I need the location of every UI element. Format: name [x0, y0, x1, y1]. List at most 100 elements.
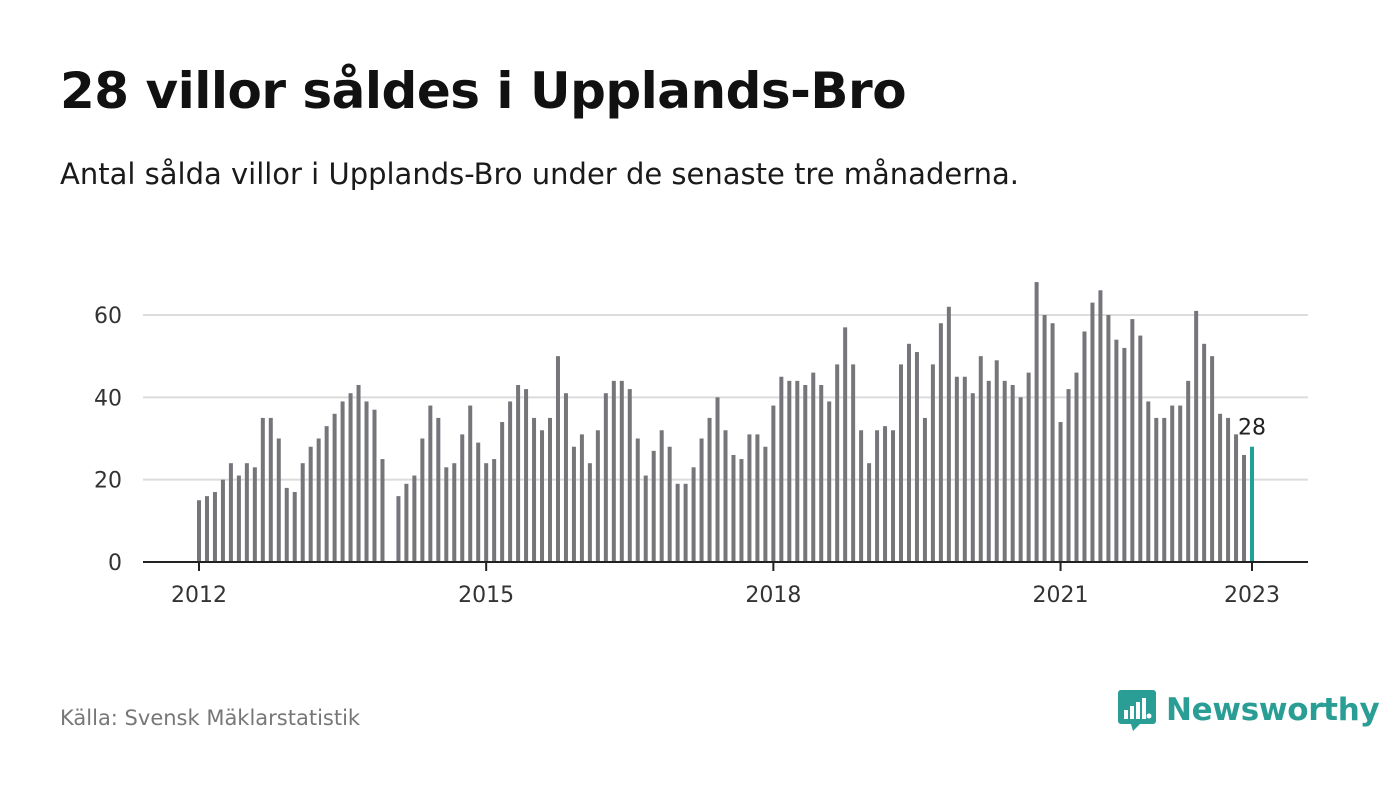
bar — [252, 467, 257, 562]
y-tick-label: 0 — [108, 551, 122, 576]
y-axis-ticks: 0 20 40 60 — [94, 304, 122, 576]
bars — [197, 282, 1254, 562]
bar — [524, 389, 529, 562]
bar — [404, 483, 409, 562]
bar — [212, 492, 217, 562]
chart-title: 28 villor såldes i Upplands-Bro — [60, 62, 907, 120]
bar — [268, 417, 273, 562]
bar — [739, 459, 744, 562]
bar — [906, 343, 911, 562]
bar — [946, 306, 951, 562]
bar — [994, 360, 999, 562]
bar — [579, 434, 584, 562]
bar — [859, 430, 864, 562]
bar — [484, 463, 489, 562]
bar — [1082, 331, 1087, 562]
bar — [1130, 319, 1135, 562]
y-tick-label: 60 — [94, 304, 122, 329]
bar — [1066, 389, 1071, 562]
bar — [914, 352, 919, 562]
data-labels: 28 — [1238, 416, 1266, 441]
bar — [1058, 422, 1063, 562]
bar — [1226, 417, 1231, 562]
bar — [300, 463, 305, 562]
bar — [811, 372, 816, 562]
bar — [1002, 380, 1007, 562]
bar — [1210, 356, 1215, 562]
bar — [308, 446, 313, 562]
bar — [1042, 315, 1047, 562]
bar — [540, 430, 545, 562]
bar — [1202, 343, 1207, 562]
bar — [683, 483, 688, 562]
bar — [364, 401, 369, 562]
bar — [460, 434, 465, 562]
bar — [922, 417, 927, 562]
bar — [899, 364, 903, 562]
bar — [571, 446, 576, 562]
bar — [1162, 417, 1167, 562]
bar — [611, 380, 616, 562]
bar — [1026, 372, 1031, 562]
bar — [835, 364, 840, 562]
bar — [643, 475, 648, 562]
bar — [563, 393, 568, 562]
bar — [675, 483, 680, 562]
bar — [316, 438, 321, 562]
bar — [731, 454, 736, 562]
bar — [500, 422, 505, 562]
bar — [707, 417, 712, 562]
bar — [348, 393, 353, 562]
bar — [356, 384, 361, 562]
bar — [236, 475, 241, 562]
bar — [795, 380, 800, 562]
bar — [978, 356, 983, 562]
bar — [396, 496, 401, 562]
bar — [1114, 339, 1119, 562]
bar — [771, 405, 776, 562]
chart-subtitle: Antal sålda villor i Upplands-Bro under … — [60, 157, 1019, 191]
bar — [197, 500, 201, 562]
x-tick-label: 2015 — [458, 583, 514, 608]
bar — [699, 438, 704, 562]
bar — [1178, 405, 1183, 562]
bar — [595, 430, 600, 562]
bar — [1122, 347, 1127, 562]
bar — [1154, 417, 1159, 562]
bar — [619, 380, 624, 562]
bar — [1098, 290, 1103, 562]
bar — [587, 463, 592, 562]
bar — [779, 376, 784, 562]
bar — [340, 401, 345, 562]
bar — [452, 463, 457, 562]
bar — [1218, 413, 1223, 562]
bar — [1050, 323, 1055, 562]
bar — [635, 438, 640, 562]
bar — [516, 384, 521, 562]
bar — [1146, 401, 1151, 562]
y-tick-label: 40 — [94, 386, 122, 411]
bar — [827, 401, 832, 562]
bar — [1034, 282, 1039, 562]
bar — [476, 442, 481, 562]
bar — [1010, 384, 1015, 562]
x-tick-label: 2023 — [1224, 583, 1280, 608]
bar — [412, 475, 417, 562]
bar — [843, 327, 848, 562]
y-tick-label: 20 — [94, 469, 122, 494]
bar — [883, 426, 888, 562]
bar — [220, 479, 225, 562]
bar — [276, 438, 281, 562]
bar — [1194, 310, 1199, 562]
bar — [627, 389, 632, 562]
bar — [420, 438, 425, 562]
bar — [851, 364, 856, 562]
bar — [292, 492, 297, 562]
source-note: Källa: Svensk Mäklarstatistik — [60, 706, 361, 730]
bar — [1242, 454, 1247, 562]
bar — [380, 459, 385, 562]
bar — [891, 430, 896, 562]
bar — [986, 380, 991, 562]
bar — [667, 446, 672, 562]
bar — [1234, 434, 1239, 562]
